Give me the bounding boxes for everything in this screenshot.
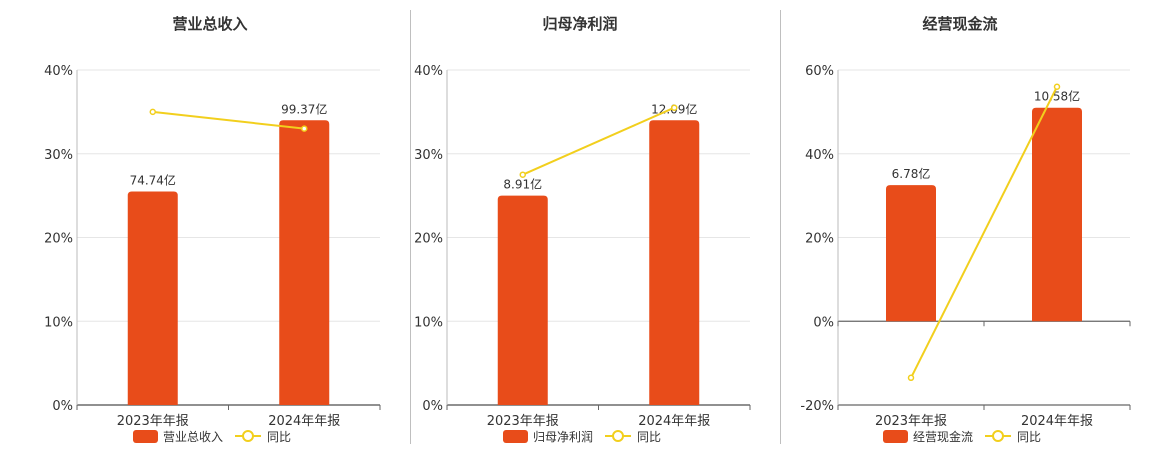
legend-bar-label: 经营现金流: [913, 429, 973, 444]
x-tick-label: 2024年年报: [1021, 414, 1093, 429]
legend-bar-swatch: [883, 430, 908, 443]
yoy-point: [519, 171, 526, 178]
bar: [497, 195, 548, 405]
chart-title: 归母净利润: [542, 15, 617, 33]
x-tick-label: 2024年年报: [638, 414, 710, 429]
legend-bar-swatch: [133, 430, 158, 443]
yoy-point: [301, 125, 308, 132]
chart-title: 经营现金流: [922, 15, 997, 33]
y-tick-label: 0%: [52, 399, 73, 414]
y-tick-label: 40%: [805, 148, 834, 163]
legend-bar-label: 归母净利润: [533, 430, 593, 444]
legend-line-label: 同比: [637, 430, 661, 444]
y-tick-label: 40%: [414, 64, 443, 79]
legend-bar-swatch: [503, 430, 528, 443]
yoy-point: [149, 108, 156, 116]
bar: [127, 191, 178, 405]
y-tick-label: 40%: [44, 64, 73, 79]
y-tick-label: 20%: [44, 232, 73, 247]
x-tick-label: 2023年年报: [487, 414, 559, 429]
y-tick-label: 10%: [414, 315, 443, 330]
legend-line-label: 同比: [1017, 430, 1041, 444]
bar-data-label: 8.91亿: [503, 177, 542, 192]
y-tick-label: 60%: [805, 64, 834, 79]
yoy-line: [910, 86, 1058, 379]
yoy-line: [152, 110, 305, 130]
y-tick-label: 0%: [422, 399, 443, 414]
y-tick-label: 20%: [805, 232, 834, 247]
legend-line-marker: [992, 430, 1004, 442]
bar-data-label: 10.58亿: [1034, 89, 1080, 104]
bar: [649, 120, 700, 405]
legend-bar-label: 营业总收入: [163, 430, 223, 444]
divider-1: [410, 10, 411, 444]
legend-line-marker: [612, 430, 624, 442]
bar-data-label: 74.74亿: [130, 172, 176, 187]
chart-operating-cashflow: 经营现金流 -20% 0% 20% 40% 60% 2023年年报 2024年年报 6.78亿 1…: [800, 15, 1131, 444]
x-tick-label: 2024年年报: [268, 414, 340, 429]
legend-line-marker: [242, 430, 254, 442]
y-tick-label: 10%: [44, 315, 73, 330]
x-tick-label: 2023年年报: [875, 414, 947, 429]
yoy-point: [907, 374, 915, 382]
y-tick-label: 0%: [813, 315, 834, 330]
y-tick-label: 20%: [414, 232, 443, 247]
y-tick-label: 30%: [44, 148, 73, 163]
divider-2: [780, 10, 781, 444]
chart-revenue: 营业总收入 0% 10% 20% 30% 40% 2023年年报 2024年年报 74.74亿 9…: [44, 15, 381, 444]
chart-title: 营业总收入: [172, 15, 247, 33]
y-tick-label: 30%: [414, 148, 443, 163]
bar: [279, 120, 330, 405]
y-tick-label: -20%: [800, 399, 834, 414]
yoy-point: [671, 104, 678, 111]
bar-data-label: 99.37亿: [281, 101, 327, 116]
yoy-point: [1053, 83, 1061, 90]
yoy-line: [522, 106, 675, 176]
legend-line-label: 同比: [267, 430, 291, 444]
x-tick-label: 2023年年报: [117, 414, 189, 429]
bar: [1032, 107, 1082, 322]
bar-data-label: 6.78亿: [892, 166, 931, 181]
bar: [886, 185, 936, 322]
chart-net-profit: 归母净利润0%10%20%30%40%2023年年报2024年年报8.91亿12…: [414, 15, 751, 444]
